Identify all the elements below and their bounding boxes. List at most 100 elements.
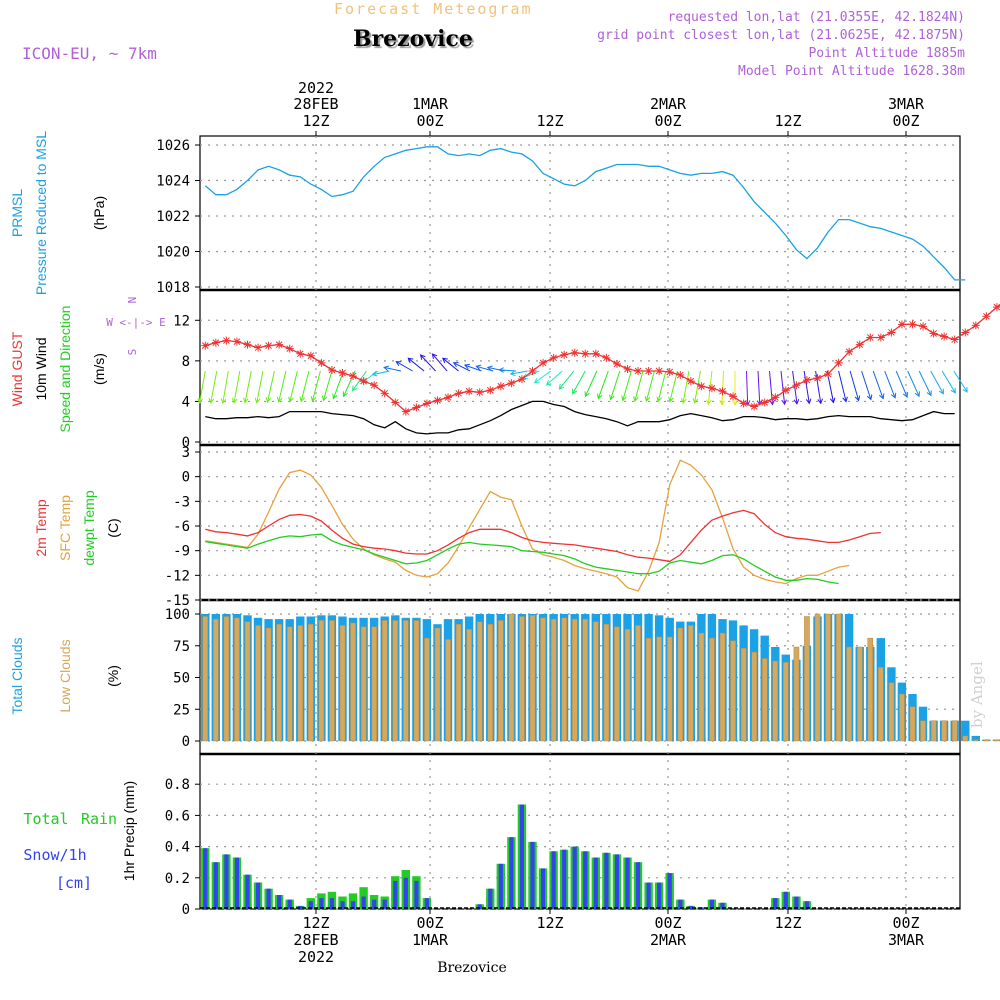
wind-arrow [694, 370, 701, 403]
y-tick-label: 1020 [156, 245, 190, 261]
wind-gust-marker [306, 351, 315, 360]
low-clouds-bar [761, 658, 768, 742]
wind-gust-marker [422, 399, 431, 408]
wind-gust-marker [992, 303, 1000, 312]
wind-gust-marker [940, 332, 949, 341]
wind-arrow [558, 370, 575, 390]
wind-unit: (m/s) [91, 353, 107, 385]
low-clouds-bar [951, 720, 958, 742]
wind-gust-marker [876, 333, 885, 342]
wind-gust-marker [644, 367, 653, 375]
low-clouds-bar [244, 621, 251, 742]
wind-arrow [311, 370, 321, 402]
wind-gust-marker [444, 393, 453, 402]
wind-arrow-head [419, 354, 426, 361]
wind-arrow-head [879, 393, 885, 400]
snow-precip-bar [562, 849, 567, 909]
wind-arrow-head [597, 393, 603, 400]
precip-snow-unit: [cm] [56, 874, 92, 892]
total-clouds-label: Total Clouds [9, 637, 25, 714]
wind-arrow [918, 370, 932, 396]
precip-total-label: Total [23, 810, 68, 828]
station-name: Brezovice [353, 26, 473, 52]
x-tick-label-date: 28FEB [293, 95, 338, 113]
snow-precip-bar [372, 899, 377, 909]
snow-precip-bar [213, 862, 218, 909]
wind-arrow [803, 370, 810, 404]
low-clouds-bar [403, 620, 409, 742]
y-tick-label: 0 [182, 470, 190, 486]
y-tick-label: 25 [173, 702, 190, 718]
snow-precip-bar [234, 857, 239, 909]
point-altitude: Point Altitude 1885m [808, 46, 965, 61]
low-clouds-bar [920, 720, 926, 742]
wind-arrow [584, 370, 598, 397]
x-tick-label-date: 3MAR [888, 95, 925, 113]
wind-gust-marker [486, 386, 495, 395]
wind-arrow-head [938, 388, 944, 395]
low-clouds-bar [772, 660, 779, 742]
wind-gust-marker [855, 340, 864, 349]
wind-gust-marker [528, 367, 537, 375]
wind-arrow [210, 370, 218, 403]
low-clouds-bar [719, 632, 726, 742]
model-point-altitude: Model Point Altitude 1628.38m [738, 64, 965, 79]
low-clouds-bar [635, 625, 641, 742]
wind-gust-marker [739, 399, 748, 408]
x-tick-label-time: 00Z [416, 112, 443, 130]
wind-arrow [278, 370, 287, 402]
wind-gust-marker [349, 372, 358, 381]
wind-gust-marker [950, 335, 959, 344]
wind-gust-marker [729, 392, 738, 401]
wind-gust-marker [845, 347, 854, 356]
wind-arrow [432, 353, 448, 372]
low-clouds-label: Low Clouds [57, 639, 73, 712]
low-clouds-bar [888, 682, 895, 742]
wind-arrow-head [950, 387, 956, 394]
wind-arrow-head [431, 353, 438, 359]
wind-arrow [597, 370, 609, 399]
wind-gust-marker [517, 375, 526, 384]
low-clouds-bar [498, 620, 504, 742]
wind-arrow [233, 370, 241, 403]
x-tick-label-time: 00Z [416, 914, 443, 932]
wind-arrow-head [621, 395, 627, 402]
x-tick-label-date: 28FEB [293, 931, 338, 949]
gridpoint-coordinates: grid point closest lon,lat (21.0625E, 42… [597, 28, 965, 43]
wind-arrow [546, 370, 563, 386]
wind-arrow-head [842, 396, 848, 403]
wind-gust-marker [792, 381, 801, 390]
wind-gust-marker [686, 377, 695, 386]
wind-gust-marker [802, 376, 811, 385]
wind-arrow-head [644, 396, 651, 403]
wind-gust-marker [507, 379, 516, 388]
y-tick-label: 100 [165, 607, 190, 623]
x-tick-label-time: 00Z [892, 112, 919, 130]
low-clouds-bar [825, 613, 831, 742]
wind-arrow [383, 366, 402, 372]
snow-precip-bar [720, 902, 725, 909]
snow-precip-bar [646, 882, 651, 909]
snow-precip-bar [488, 888, 493, 909]
low-clouds-bar [973, 739, 979, 742]
low-clouds-bar [856, 646, 863, 742]
snow-precip-bar [277, 895, 282, 909]
wind-arrow [941, 370, 956, 394]
y-tick-label: 1024 [156, 174, 190, 190]
wind-arrow-head [805, 398, 812, 405]
y-tick-label: 1026 [156, 138, 190, 154]
wind-arrow-head [299, 396, 305, 403]
wind-gust-line [205, 304, 1000, 413]
pressure-line [204, 146, 966, 281]
wind-gust-marker [496, 382, 505, 391]
wind-gust-marker [338, 369, 347, 378]
panel-frame [199, 753, 961, 910]
wind-speed-direction-label: Speed and Direction [57, 306, 73, 433]
wind-gust-marker [897, 320, 906, 329]
low-clouds-bar [234, 617, 240, 742]
wind-arrow-head [926, 390, 932, 397]
low-clouds-bar [698, 632, 705, 742]
wind-speed-line [205, 400, 955, 435]
low-clouds-bar [804, 616, 810, 742]
